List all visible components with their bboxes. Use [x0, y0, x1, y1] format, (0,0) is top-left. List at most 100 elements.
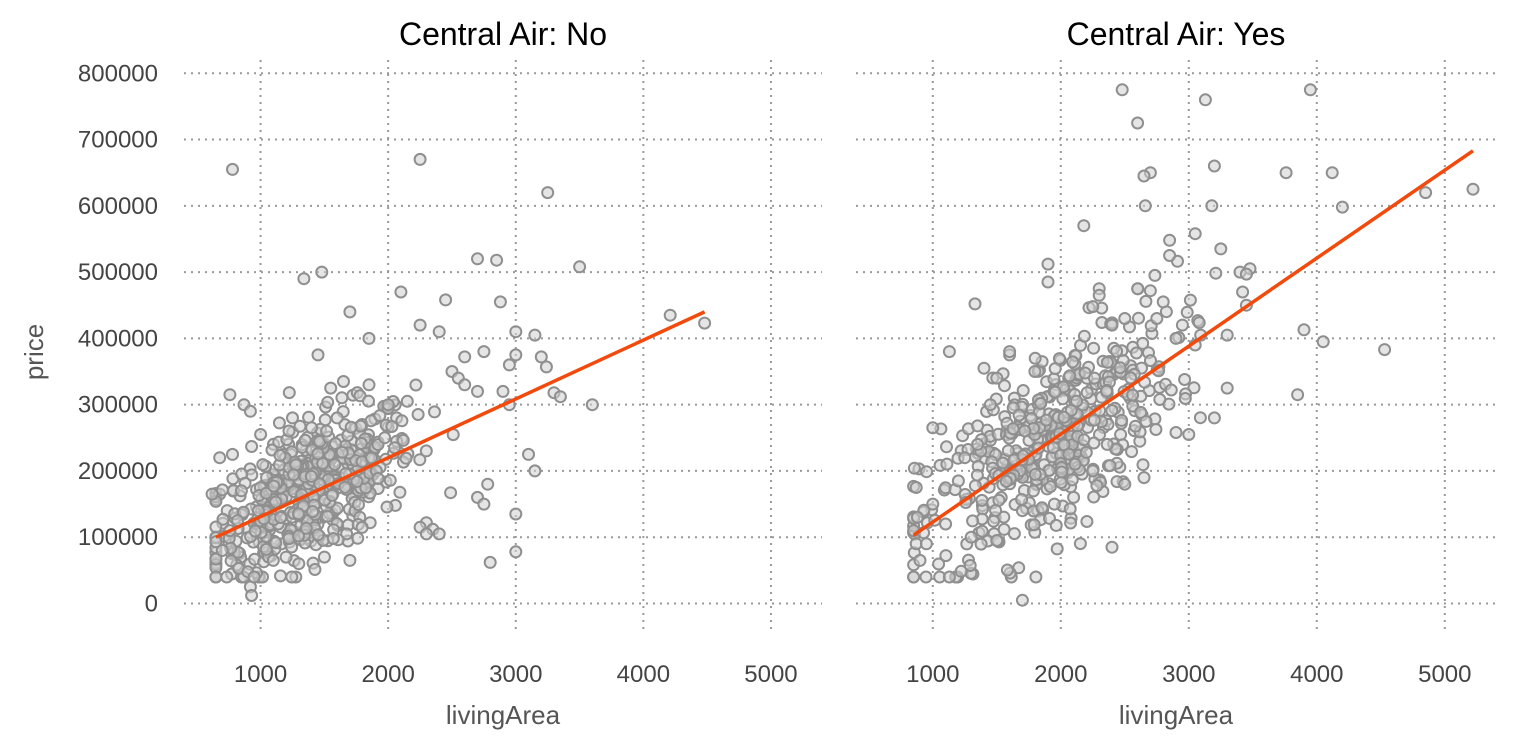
data-point [977, 361, 991, 375]
data-point [1015, 504, 1029, 518]
data-point [1236, 285, 1250, 299]
data-point [968, 297, 982, 311]
data-point [954, 564, 968, 578]
data-point [302, 410, 316, 424]
data-point [1131, 116, 1145, 130]
x-tick-label: 1000 [906, 661, 959, 688]
data-point [409, 378, 423, 392]
data-point [315, 265, 329, 279]
data-point [458, 378, 472, 392]
data-point [509, 325, 523, 339]
data-point [983, 398, 997, 412]
data-point [1048, 385, 1062, 399]
data-point [1100, 384, 1113, 398]
data-point [362, 394, 375, 408]
data-point [958, 451, 972, 465]
data-point [1169, 426, 1183, 439]
data-point [1291, 388, 1305, 402]
data-point [1378, 343, 1392, 357]
data-point [522, 447, 535, 461]
scatter-points [205, 152, 712, 602]
data-point [1028, 467, 1042, 481]
data-point [395, 414, 409, 428]
data-point [1125, 445, 1139, 459]
data-point [274, 511, 288, 524]
data-point [539, 360, 553, 374]
data-point [304, 469, 318, 483]
data-point [942, 345, 956, 359]
data-point [1079, 445, 1093, 459]
data-point [1156, 295, 1170, 309]
data-point [216, 512, 230, 526]
data-point [975, 493, 989, 507]
data-point [987, 514, 1000, 528]
data-point [1148, 268, 1162, 282]
data-point [919, 537, 933, 551]
data-point [428, 405, 441, 419]
data-point [970, 468, 984, 482]
data-point [1105, 318, 1119, 332]
data-point [308, 563, 322, 576]
data-point [573, 260, 587, 274]
y-tick-label: 600000 [78, 193, 158, 220]
data-point [259, 542, 273, 556]
data-point [509, 545, 523, 559]
data-point [1207, 159, 1221, 173]
data-point [286, 411, 299, 425]
data-point [1419, 186, 1433, 200]
data-point [458, 350, 472, 364]
data-point [1105, 540, 1119, 554]
data-point [483, 555, 497, 569]
data-point [1041, 275, 1055, 289]
data-point [365, 451, 378, 465]
data-point [247, 570, 261, 584]
data-point [343, 305, 357, 319]
data-point [298, 433, 312, 447]
data-point [926, 421, 940, 435]
data-point [394, 285, 408, 299]
data-point [999, 474, 1013, 488]
data-point [964, 530, 978, 544]
data-point [287, 468, 300, 482]
data-point [1048, 362, 1062, 376]
data-point [299, 521, 313, 535]
data-point [1087, 490, 1101, 504]
data-point [919, 570, 933, 584]
data-point [1039, 413, 1053, 427]
data-point [282, 386, 296, 400]
x-tick-label: 5000 [744, 661, 797, 688]
data-point [1163, 249, 1177, 262]
data-point [971, 437, 985, 451]
data-point [932, 557, 946, 571]
data-point [1062, 447, 1076, 461]
data-point [1279, 166, 1293, 180]
data-point [534, 350, 548, 364]
data-point [1131, 282, 1145, 296]
data-point [1073, 537, 1087, 551]
data-point [1325, 166, 1339, 180]
y-tick-labels: 0 100000 200000 300000 400000 500000 600000 700… [78, 60, 158, 617]
data-point [1193, 411, 1207, 425]
data-point [1132, 311, 1145, 325]
data-point [1080, 386, 1094, 400]
data-point [493, 295, 507, 309]
data-point [1239, 267, 1253, 281]
data-point [335, 391, 349, 405]
data-point [269, 536, 283, 550]
data-point [1067, 490, 1081, 504]
data-point [297, 272, 311, 286]
data-point [1297, 323, 1311, 337]
data-point [971, 419, 985, 433]
data-point [1043, 480, 1057, 494]
data-point [1077, 329, 1091, 343]
grid-lines [856, 60, 1496, 630]
data-point [471, 252, 484, 266]
data-point [1180, 305, 1194, 319]
x-tick-label: 3000 [489, 661, 542, 688]
data-point [326, 532, 340, 545]
panel-central-air-yes: 1000 2000 3000 4000 5000 Central Air: Yes li… [856, 16, 1496, 730]
data-point [481, 477, 495, 491]
data-point [1028, 351, 1042, 365]
data-point [1012, 408, 1026, 422]
y-tick-label: 800000 [78, 60, 158, 87]
